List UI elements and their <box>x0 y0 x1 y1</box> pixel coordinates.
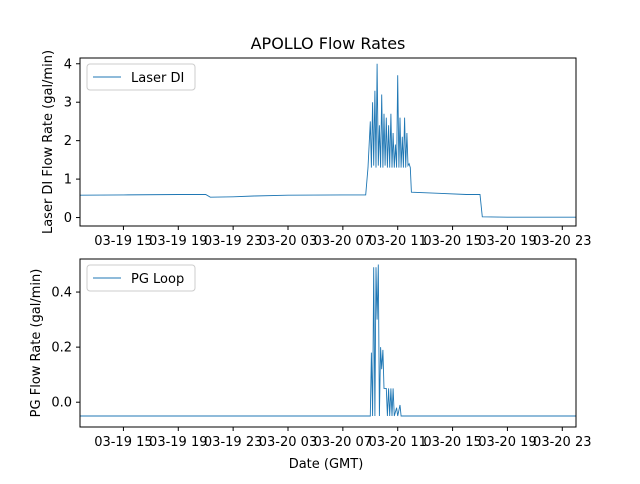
x-axis-label: Date (GMT) <box>289 457 364 472</box>
pg-loop-legend-label: PG Loop <box>131 272 184 287</box>
y-tick-label: 1 <box>64 173 72 188</box>
x-tick-label: 03-20 23 <box>533 435 591 450</box>
chart-title: APOLLO Flow Rates <box>251 34 406 53</box>
pg-loop-legend: PG Loop <box>86 264 196 292</box>
x-tick-label: 03-20 15 <box>423 234 481 249</box>
pg-loop-y-ticks: 0.0 0.2 0.4 <box>51 286 80 411</box>
y-tick-label: 0.4 <box>51 286 72 301</box>
laser-di-legend: Laser DI <box>86 63 196 91</box>
x-tick-label: 03-20 11 <box>368 234 426 249</box>
x-tick-label: 03-19 15 <box>94 435 152 450</box>
pg-loop-y-axis-label: PG Flow Rate (gal/min) <box>29 269 44 418</box>
x-tick-label: 03-19 15 <box>94 234 152 249</box>
x-tick-label: 03-20 03 <box>259 435 317 450</box>
x-tick-label: 03-20 23 <box>533 234 591 249</box>
laser-di-y-ticks: 0 1 2 3 4 <box>64 57 80 226</box>
x-tick-label: 03-20 19 <box>478 435 536 450</box>
y-tick-label: 0 <box>64 211 72 226</box>
y-tick-label: 4 <box>64 57 72 72</box>
x-tick-label: 03-20 15 <box>423 435 481 450</box>
pg-loop-axes-frame <box>79 258 577 428</box>
laser-di-series-line <box>79 63 576 218</box>
pg-loop-series-line <box>80 264 576 417</box>
y-tick-label: 0.0 <box>51 396 72 411</box>
laser-di-y-axis-label: Laser DI Flow Rate (gal/min) <box>41 50 56 234</box>
x-tick-label: 03-20 07 <box>314 435 372 450</box>
y-tick-label: 3 <box>64 96 72 111</box>
laser-di-legend-label: Laser DI <box>131 71 184 86</box>
y-tick-label: 2 <box>64 134 72 149</box>
x-tick-label: 03-20 07 <box>314 234 372 249</box>
laser-di-legend-box <box>86 63 196 91</box>
pg-loop-legend-box <box>86 264 196 292</box>
x-tick-label: 03-20 03 <box>259 234 317 249</box>
x-tick-label: 03-19 23 <box>204 234 262 249</box>
y-tick-label: 0.2 <box>51 341 72 356</box>
x-tick-label: 03-19 23 <box>204 435 262 450</box>
laser-di-axes-frame <box>79 57 577 227</box>
x-tick-label: 03-19 19 <box>149 234 207 249</box>
x-tick-label: 03-19 19 <box>149 435 207 450</box>
x-tick-label: 03-20 11 <box>368 435 426 450</box>
x-tick-label: 03-20 19 <box>478 234 536 249</box>
